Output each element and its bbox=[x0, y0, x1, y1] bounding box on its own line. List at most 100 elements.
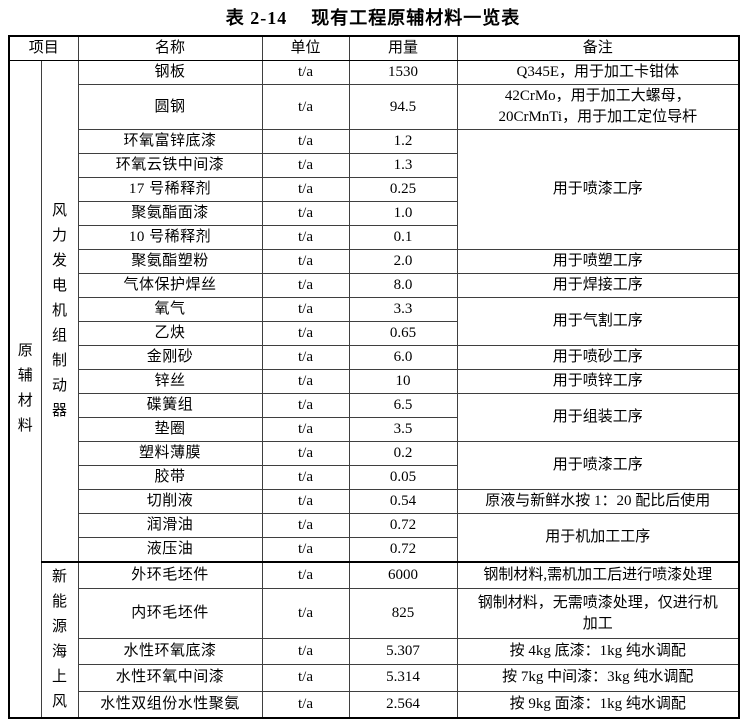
cell-remark: 原液与新鲜水按 1：20 配比后使用 bbox=[456, 489, 740, 514]
cell-unit: t/a bbox=[261, 60, 350, 85]
table-row: 内环毛坯件 t/a 825 钢制材料，无需喷漆处理，仅进行机 加工 bbox=[9, 588, 740, 639]
cell-amount: 0.54 bbox=[348, 489, 458, 514]
cell-amount: 6.5 bbox=[348, 393, 458, 418]
cell-amount: 2.564 bbox=[348, 690, 458, 719]
table-row: 环氧云铁中间漆 t/a 1.3 bbox=[9, 153, 739, 178]
cell-amount: 0.65 bbox=[348, 321, 458, 346]
table-row: 垫圈 t/a 3.5 bbox=[9, 417, 739, 442]
table-row: 金刚砂 t/a 6.0 用于喷砂工序 bbox=[9, 345, 740, 370]
cell-unit: t/a bbox=[261, 249, 350, 274]
cell-unit: t/a bbox=[261, 84, 350, 130]
cell-amount: 5.314 bbox=[348, 664, 458, 692]
table-number: 表 2-14 bbox=[225, 8, 288, 28]
cell-amount: 0.72 bbox=[348, 537, 458, 563]
table-row: 聚氨酯面漆 t/a 1.0 bbox=[9, 201, 739, 226]
cell-material-name: 聚氨酯塑粉 bbox=[77, 249, 263, 274]
cell-unit: t/a bbox=[261, 129, 350, 154]
cell-amount: 1.2 bbox=[348, 129, 458, 154]
cell-remark: 用于喷塑工序 bbox=[456, 249, 740, 274]
cell-unit: t/a bbox=[261, 561, 350, 590]
table-row: 圆钢 t/a 94.5 42CrMo，用于加工大螺母， 20CrMnTi，用于加工定位… bbox=[9, 84, 740, 130]
cell-material-name: 钢板 bbox=[77, 60, 263, 85]
table-row: 气体保护焊丝 t/a 8.0 用于焊接工序 bbox=[9, 273, 740, 298]
cell-amount: 5.307 bbox=[348, 637, 458, 666]
group-label-text: 新能源海上风 bbox=[51, 569, 67, 710]
cell-material-name: 润滑油 bbox=[77, 513, 263, 538]
cell-unit: t/a bbox=[261, 201, 350, 226]
cell-unit: t/a bbox=[261, 417, 350, 442]
cell-material-name: 胶带 bbox=[77, 465, 263, 490]
group-label-text: 风力发电机组制动器 bbox=[51, 202, 67, 419]
cell-remark: 用于焊接工序 bbox=[456, 273, 740, 298]
cell-material-name: 17 号稀释剂 bbox=[77, 177, 263, 202]
table-row: 氧气 t/a 3.3 用于气割工序 bbox=[9, 297, 740, 346]
cell-amount: 10 bbox=[348, 369, 458, 394]
cell-amount: 3.5 bbox=[348, 417, 458, 442]
cell-amount: 0.2 bbox=[348, 441, 458, 466]
cell-material-name: 乙炔 bbox=[77, 321, 263, 346]
cell-amount: 0.1 bbox=[348, 225, 458, 250]
cell-remark: 用于喷砂工序 bbox=[456, 345, 740, 370]
cell-material-name: 碟簧组 bbox=[77, 393, 263, 418]
cell-unit: t/a bbox=[261, 441, 350, 466]
cell-amount: 825 bbox=[348, 588, 458, 639]
cell-amount: 0.72 bbox=[348, 513, 458, 538]
header-amount: 用量 bbox=[348, 35, 458, 61]
cell-amount: 0.25 bbox=[348, 177, 458, 202]
table-row: 新能源海上风 外环毛坯件 t/a 6000 钢制材料,需机加工后进行喷漆处理 bbox=[9, 561, 740, 719]
cell-unit: t/a bbox=[261, 489, 350, 514]
cell-amount: 94.5 bbox=[348, 84, 458, 130]
cell-material-name: 液压油 bbox=[77, 537, 263, 563]
table-row: 原辅材料 风力发电机组制动器 钢板 t/a 1530 Q345E，用于加工卡钳体 bbox=[8, 60, 740, 719]
cell-unit: t/a bbox=[261, 537, 350, 563]
cell-unit: t/a bbox=[261, 345, 350, 370]
cell-material-name: 锌丝 bbox=[77, 369, 263, 394]
cell-material-name: 水性环氧底漆 bbox=[77, 637, 263, 666]
cell-unit: t/a bbox=[261, 690, 350, 719]
cell-unit: t/a bbox=[261, 273, 350, 298]
cell-material-name: 水性环氧中间漆 bbox=[77, 664, 263, 692]
table-row: 塑料薄膜 t/a 0.2 用于喷漆工序 bbox=[9, 441, 740, 490]
cell-material-name: 内环毛坯件 bbox=[77, 588, 263, 639]
header-name: 名称 bbox=[77, 35, 263, 61]
cell-remark: 按 9kg 面漆：1kg 纯水调配 bbox=[456, 690, 740, 719]
cell-remark: 按 4kg 底漆：1kg 纯水调配 bbox=[456, 637, 740, 666]
cell-remark: 用于喷漆工序 bbox=[456, 129, 740, 250]
header-unit: 单位 bbox=[261, 35, 350, 61]
materials-table: 项目 名称 单位 用量 备注 原辅材料 风力发电机组制动器 钢板 t/a 1530 Q34… bbox=[8, 35, 741, 719]
cell-unit: t/a bbox=[261, 321, 350, 346]
cell-material-name: 圆钢 bbox=[77, 84, 263, 130]
cell-remark: Q345E，用于加工卡钳体 bbox=[456, 60, 740, 85]
cell-unit: t/a bbox=[261, 664, 350, 692]
table-row: 乙炔 t/a 0.65 bbox=[9, 321, 739, 346]
cell-remark: 用于气割工序 bbox=[456, 297, 740, 346]
table-row: 水性环氧中间漆 t/a 5.314 按 7kg 中间漆：3kg 纯水调配 bbox=[9, 664, 740, 692]
cell-unit: t/a bbox=[261, 297, 350, 322]
cell-material-name: 氧气 bbox=[77, 297, 263, 322]
cell-amount: 6000 bbox=[348, 561, 458, 590]
cell-material-name: 环氧云铁中间漆 bbox=[77, 153, 263, 178]
cell-amount: 1.3 bbox=[348, 153, 458, 178]
table-row: 胶带 t/a 0.05 bbox=[9, 465, 739, 490]
header-remark: 备注 bbox=[456, 35, 740, 61]
cell-material-name: 环氧富锌底漆 bbox=[77, 129, 263, 154]
cell-material-name: 水性双组份水性聚氨 bbox=[77, 690, 263, 719]
cell-material-name: 垫圈 bbox=[77, 417, 263, 442]
cell-material-name: 10 号稀释剂 bbox=[77, 225, 263, 250]
cell-unit: t/a bbox=[261, 513, 350, 538]
table-row: 切削液 t/a 0.54 原液与新鲜水按 1：20 配比后使用 bbox=[9, 489, 740, 514]
category-label: 原辅材料 bbox=[8, 60, 42, 719]
group-label: 风力发电机组制动器 bbox=[40, 60, 79, 563]
cell-unit: t/a bbox=[261, 393, 350, 418]
cell-remark: 42CrMo，用于加工大螺母， 20CrMnTi，用于加工定位导杆 bbox=[456, 84, 740, 130]
cell-remark: 用于组装工序 bbox=[456, 393, 740, 442]
cell-unit: t/a bbox=[261, 588, 350, 639]
table-row: 水性环氧底漆 t/a 5.307 按 4kg 底漆：1kg 纯水调配 bbox=[9, 637, 740, 666]
cell-unit: t/a bbox=[261, 369, 350, 394]
cell-remark: 钢制材料，无需喷漆处理，仅进行机 加工 bbox=[456, 588, 740, 639]
cell-remark: 钢制材料,需机加工后进行喷漆处理 bbox=[456, 561, 740, 590]
cell-unit: t/a bbox=[261, 637, 350, 666]
cell-remark: 按 7kg 中间漆：3kg 纯水调配 bbox=[456, 664, 740, 692]
cell-remark: 用于喷锌工序 bbox=[456, 369, 740, 394]
cell-amount: 1530 bbox=[348, 60, 458, 85]
